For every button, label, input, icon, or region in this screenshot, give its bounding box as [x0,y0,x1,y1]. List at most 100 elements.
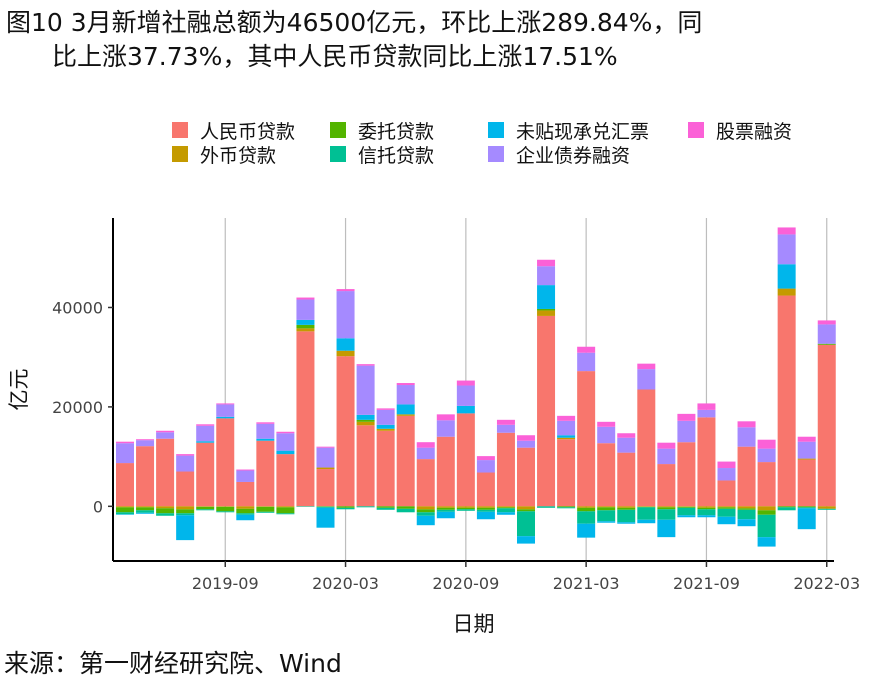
bar-segment [276,433,295,451]
y-axis-title: 亿元 [7,369,31,411]
bar-segment [637,369,656,390]
bar-segment [677,420,696,443]
legend-label: 股票融资 [716,120,793,143]
bar-segment [196,509,215,511]
bar-segment [496,512,515,515]
bar-segment [657,442,676,449]
bar-segment [717,506,736,508]
bar-segment [256,511,275,513]
bar-segment [316,446,335,448]
bar-segment [657,448,676,465]
bar-segment [336,506,355,508]
bar-segment [236,508,255,514]
x-tick-label: 2022-03 [793,574,860,593]
bar-segment [777,264,796,289]
bar-segment [476,472,495,507]
bar-segment [336,338,355,351]
legend-swatch [172,122,188,138]
bar-segment [657,507,676,510]
bar-segment [456,380,475,386]
bar-segment [396,415,415,507]
bar-segment [557,507,576,509]
bar-segment [777,507,796,511]
bar-segment [557,420,576,436]
bar-segment [296,297,315,300]
legend-swatch [488,146,504,162]
bar-segment [677,515,696,518]
legend-item-corporate-bonds: 企业债券融资 [488,141,630,168]
bar-segment [416,442,435,448]
bar-segment [637,506,656,507]
bar-segment [797,507,816,509]
bar-segment [677,506,696,507]
bar-segment [476,511,495,520]
bar-segment [496,424,515,433]
title-line-2: 比上涨37.73%，其中人民币贷款同比上涨17.51% [52,42,618,71]
bar-segment [356,506,375,508]
bar-segment [456,405,475,414]
bar-segment [376,409,395,425]
bar-segment [156,430,175,433]
bar-segment [697,417,716,507]
bar-segment [476,507,495,510]
bar-segment [677,413,696,421]
bar-segment [677,442,696,507]
bar-segment [456,507,475,510]
bar-segment [697,403,716,410]
bar-segment [196,506,215,507]
bar-segment [436,511,455,519]
legend-label: 委托贷款 [358,120,435,143]
bar-segment [196,425,215,442]
legend-label: 未贴现承兑汇票 [516,120,650,143]
bar-segment [416,509,435,513]
bar-segment [236,514,255,521]
bar-segment [156,508,175,514]
bar-segment [697,506,716,508]
bar-segment [717,480,736,507]
bar-segment [256,422,275,424]
bar-segment [697,507,716,510]
bar-segment [116,507,134,513]
bar-segment [677,507,696,516]
bar-segment [597,521,616,523]
bar-segment [176,454,195,456]
bar-segment [396,385,415,405]
bar-segment [757,439,776,449]
bar-segment [416,506,435,510]
bar-segment [116,443,134,464]
bar-segment [496,508,515,513]
bar-segment [817,506,836,509]
bar-segment [817,343,836,345]
legend-swatch [330,122,346,138]
bar-segment [537,308,556,311]
bar-segment [456,413,475,507]
bar-segment [657,506,676,508]
bar-segment [717,468,736,481]
bar-segment [657,509,676,520]
bar-segment [436,436,455,507]
bar-segment [577,507,596,512]
bar-segment [336,356,355,507]
bar-segment [496,507,515,509]
legend-label: 企业债券融资 [516,144,631,167]
bar-segment [456,509,475,511]
bar-segment [757,510,776,515]
legend-label: 信托贷款 [358,144,435,167]
bar-segment [176,513,195,516]
bar-segment [737,519,756,527]
bar-segment [717,461,736,469]
bar-segment [436,414,455,421]
bar-segment [777,295,796,507]
bar-segment [256,506,275,512]
bar-segment [717,507,736,509]
bar-segment [316,506,335,508]
legend-item-rmb-loans: 人民币贷款 [172,117,330,144]
bar-segment [256,506,275,507]
bar-segment [517,447,535,507]
bar-segment [617,509,636,523]
bar-segment [517,536,535,544]
bar-segment [797,506,816,508]
bar-segment [216,418,235,507]
bar-segment [757,537,776,547]
bar-segment [517,509,535,512]
